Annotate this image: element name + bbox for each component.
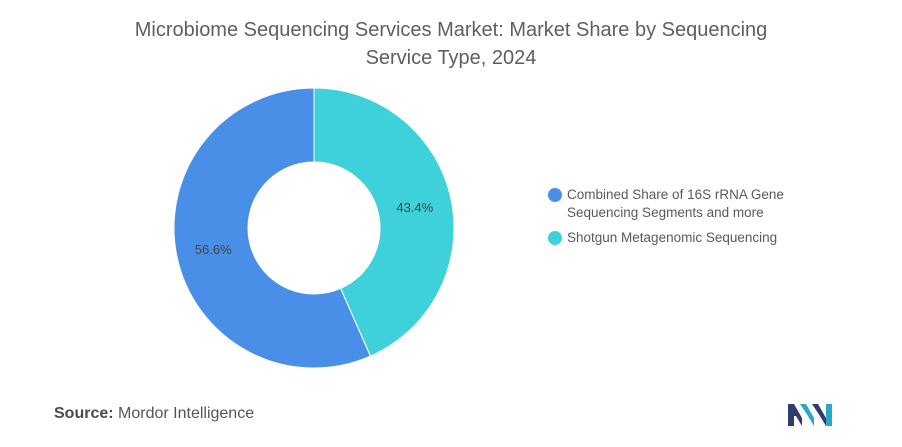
source-note: Source: Mordor Intelligence	[54, 405, 254, 423]
legend-swatch-16s-rrna	[548, 188, 562, 202]
source-label: Source:	[54, 405, 114, 422]
source-value: Mordor Intelligence	[118, 405, 255, 422]
donut-slice-1[interactable]	[173, 87, 372, 369]
chart-title: Microbiome Sequencing Services Market: M…	[0, 16, 902, 72]
chart-title-line-1: Microbiome Sequencing Services Market: M…	[134, 19, 768, 41]
mordor-intelligence-logo	[788, 404, 832, 426]
donut-slice-label-1: 56.6%	[195, 242, 232, 257]
donut-slice-0[interactable]	[313, 87, 455, 357]
legend-item-shotgun[interactable]: Shotgun Metagenomic Sequencing	[548, 229, 828, 247]
legend-swatch-shotgun	[548, 231, 562, 245]
legend-label-shotgun: Shotgun Metagenomic Sequencing	[567, 230, 778, 245]
donut-slice-label-0: 43.4%	[396, 200, 433, 215]
chart-legend: Combined Share of 16S rRNA Gene Sequenci…	[548, 186, 828, 254]
legend-item-16s-rrna[interactable]: Combined Share of 16S rRNA Gene Sequenci…	[548, 186, 828, 222]
legend-label-16s-rrna: Combined Share of 16S rRNA Gene Sequenci…	[567, 187, 784, 220]
chart-title-line-2: Service Type, 2024	[365, 47, 537, 69]
